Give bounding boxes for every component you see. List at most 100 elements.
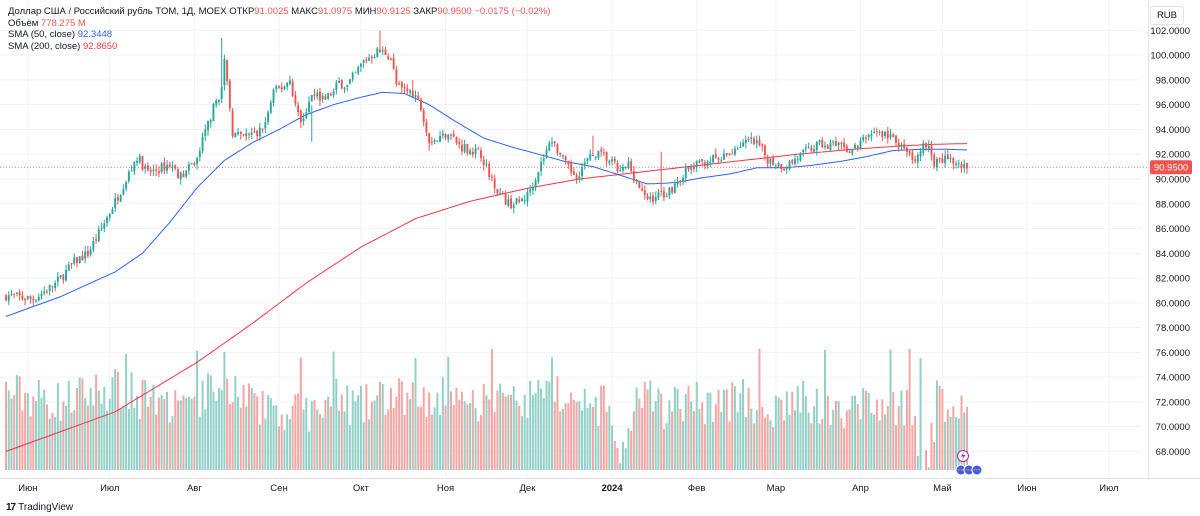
volume-bar	[867, 392, 870, 470]
volume-bar	[783, 420, 786, 470]
candle-body	[168, 164, 171, 167]
candle-body	[624, 166, 627, 168]
event-markers[interactable]	[955, 450, 983, 476]
candle-body	[463, 144, 466, 152]
time-axis[interactable]: Июн Июл Авг Сен Окт Ноя Дек 2024 Фев Мар Апр Май Июн…	[0, 478, 1200, 495]
candle-body	[736, 148, 739, 150]
volume-bar	[665, 423, 668, 470]
volume-bar	[600, 385, 603, 470]
volume-bar	[272, 405, 275, 470]
candle-body	[638, 181, 641, 188]
candle-body	[136, 160, 138, 163]
candle-body	[480, 150, 482, 159]
volume-bar	[220, 390, 223, 470]
candle-body	[521, 198, 523, 202]
candle-body	[223, 58, 226, 86]
candle-body	[583, 162, 586, 166]
volume-bar	[668, 400, 671, 470]
candle-body	[32, 299, 35, 301]
y-tick-label: 102.0000	[1150, 26, 1190, 37]
candle-body	[875, 130, 878, 133]
candle-body	[955, 163, 957, 165]
volume-bar	[422, 386, 425, 470]
volume-bar	[641, 407, 644, 470]
volume-bar	[791, 391, 794, 470]
candle-body	[575, 174, 578, 180]
candle-body	[280, 87, 283, 89]
volume-bar	[237, 396, 240, 470]
candle-body	[753, 138, 755, 145]
volume-bar	[258, 424, 261, 470]
candle-body	[471, 151, 474, 155]
candle-body	[409, 90, 411, 93]
tradingview-branding[interactable]: 17 TradingView	[6, 502, 73, 513]
legend-sma50-row[interactable]: SMA (50, close) 92.3448	[8, 29, 550, 41]
volume-bar	[253, 393, 256, 470]
y-tick-label: 80.0000	[1156, 298, 1190, 309]
volume-bar	[493, 412, 496, 470]
volume-bar	[223, 351, 226, 470]
symbol-title[interactable]: Доллар США / Российский рубль TOM, 1Д, M…	[8, 6, 227, 17]
candle-body	[504, 194, 507, 205]
currency-button[interactable]: RUB	[1149, 6, 1184, 25]
x-tick-label: Май	[933, 483, 952, 494]
volume-bar	[561, 408, 564, 470]
volume-bar	[744, 416, 747, 470]
last-price-label: 90.9500	[1154, 163, 1188, 174]
volume-bar	[709, 392, 712, 470]
candle-body	[324, 96, 327, 100]
volume-bar	[553, 401, 556, 470]
candle-body	[613, 158, 616, 162]
candle-body	[818, 140, 821, 143]
candle-body	[783, 169, 785, 171]
high-value: 91.0975	[317, 6, 353, 17]
candle-body	[728, 153, 731, 155]
volume-bar	[946, 409, 949, 470]
candle-body	[490, 176, 493, 178]
candle-body	[534, 180, 537, 188]
candle-body	[294, 95, 297, 104]
legend-ohlc-row: Доллар США / Российский рубль TOM, 1Д, M…	[8, 6, 550, 18]
price-axis[interactable]: 102.0000 100.0000 98.0000 96.0000 94.0000 92.…	[0, 0, 1192, 478]
candle-body	[469, 150, 472, 155]
volume-bar	[657, 388, 660, 470]
candle-body	[138, 155, 141, 163]
volume-bar	[537, 379, 540, 470]
candle-body	[111, 209, 114, 214]
legend-volume-row[interactable]: Объём 778.275 M	[8, 18, 550, 30]
volume-bar	[452, 405, 455, 470]
volume-bar	[933, 441, 936, 470]
candle-body	[212, 103, 215, 121]
volume-bar	[753, 423, 756, 470]
volume-bar	[414, 357, 417, 470]
volume-bar	[935, 380, 938, 470]
volume-bar	[146, 406, 149, 470]
candle-body	[392, 58, 395, 69]
volume-bar	[799, 412, 802, 470]
volume-bar	[5, 381, 7, 470]
candle-body	[832, 141, 835, 143]
candle-body	[706, 161, 709, 167]
candle-body	[799, 152, 802, 161]
volume-bar	[313, 400, 316, 470]
candle-body	[499, 192, 502, 194]
volume-bar	[889, 349, 892, 470]
candle-body	[796, 159, 799, 161]
volume-bar	[67, 381, 70, 470]
candle-body	[84, 251, 87, 259]
volume-bar	[635, 387, 638, 470]
candle-body	[250, 132, 253, 135]
candle-body	[592, 155, 594, 157]
candle-body	[460, 144, 463, 152]
sma50-series	[5, 91, 968, 317]
candle-body	[643, 190, 646, 196]
volume-bar	[365, 384, 368, 470]
volume-bar	[703, 424, 706, 470]
volume-bar	[406, 392, 409, 470]
volume-bar	[329, 406, 332, 470]
volume-bar	[250, 387, 253, 470]
volume-bar	[92, 405, 95, 470]
legend-sma200-row[interactable]: SMA (200, close) 92.8650	[8, 41, 550, 53]
candle-body	[854, 144, 856, 149]
